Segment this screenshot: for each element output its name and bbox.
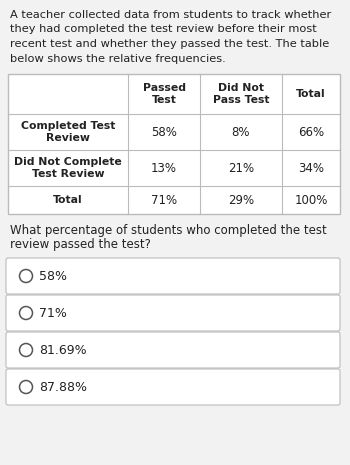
FancyBboxPatch shape xyxy=(6,258,340,294)
Circle shape xyxy=(20,306,33,319)
Text: review passed the test?: review passed the test? xyxy=(10,238,151,251)
Text: 58%: 58% xyxy=(151,126,177,139)
Text: 71%: 71% xyxy=(151,193,177,206)
FancyBboxPatch shape xyxy=(6,332,340,368)
Bar xyxy=(8,74,340,214)
Text: 8%: 8% xyxy=(232,126,250,139)
Text: 21%: 21% xyxy=(228,161,254,174)
Text: 34%: 34% xyxy=(298,161,324,174)
FancyBboxPatch shape xyxy=(6,369,340,405)
Text: 58%: 58% xyxy=(39,270,67,283)
Text: Total: Total xyxy=(53,195,83,205)
Text: Did Not Complete
Test Review: Did Not Complete Test Review xyxy=(14,157,122,179)
Text: Completed Test
Review: Completed Test Review xyxy=(21,120,115,143)
Text: 66%: 66% xyxy=(298,126,324,139)
Text: 81.69%: 81.69% xyxy=(39,344,87,357)
Circle shape xyxy=(20,380,33,393)
Text: Passed
Test: Passed Test xyxy=(142,83,186,106)
Text: recent test and whether they passed the test. The table: recent test and whether they passed the … xyxy=(10,39,329,49)
Text: 13%: 13% xyxy=(151,161,177,174)
Text: 87.88%: 87.88% xyxy=(39,380,87,393)
FancyBboxPatch shape xyxy=(6,295,340,331)
Text: What percentage of students who completed the test: What percentage of students who complete… xyxy=(10,224,327,237)
Text: 71%: 71% xyxy=(39,306,67,319)
Text: Total: Total xyxy=(296,89,326,99)
Text: they had completed the test review before their most: they had completed the test review befor… xyxy=(10,25,317,34)
Text: 100%: 100% xyxy=(294,193,328,206)
Text: below shows the relative frequencies.: below shows the relative frequencies. xyxy=(10,53,226,64)
Circle shape xyxy=(20,270,33,283)
Circle shape xyxy=(20,344,33,357)
Text: 29%: 29% xyxy=(228,193,254,206)
Text: Did Not
Pass Test: Did Not Pass Test xyxy=(213,83,269,106)
Text: A teacher collected data from students to track whether: A teacher collected data from students t… xyxy=(10,10,331,20)
